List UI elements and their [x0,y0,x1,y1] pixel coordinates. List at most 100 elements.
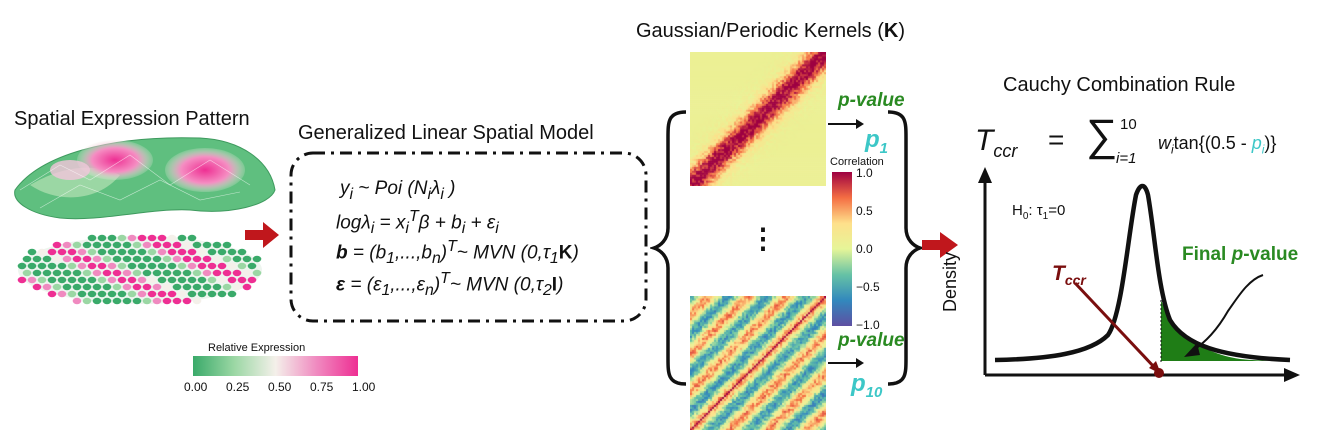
expression-spot [47,290,57,298]
expression-spot [142,255,152,263]
expression-spot [222,269,232,277]
expression-spot [117,234,127,242]
expression-spot [167,262,177,270]
expression-spot [207,276,217,284]
expression-spot [217,248,227,256]
expression-spot [22,269,32,277]
correlation-legend-title: Correlation [830,156,884,168]
expression-spot [117,262,127,270]
expression-spot [197,262,207,270]
expression-spot [127,290,137,298]
expression-spot [112,241,122,249]
expression-spot [222,255,232,263]
expression-spot [117,290,127,298]
expression-spot [67,262,77,270]
expression-spot [107,248,117,256]
expression-spot [32,269,42,277]
expression-spot [117,276,127,284]
cauchy-formula-lhs: Tccr [975,124,1018,161]
spatial-expression-title: Spatial Expression Pattern [14,108,250,130]
expression-spot [247,262,257,270]
expression-spot [157,262,167,270]
cauchy-formula-summand: witan{(0.5 - pi)} [1158,133,1277,157]
expression-spot [72,297,82,305]
expression-spot [172,297,182,305]
expression-spot [162,283,172,291]
expression-spot [152,255,162,263]
expression-spot [102,241,112,249]
pvalue-label-top: p-value [838,90,905,111]
expression-spot [172,241,182,249]
expression-spot [142,297,152,305]
correlation-colorbar [832,172,852,326]
expression-spot [197,248,207,256]
expression-spot [222,241,232,249]
model-line-3: b = (b1,...,bn)T~ MVN (0,τ1K) [336,238,579,268]
arrow-to-cauchy [922,232,958,258]
glsm-title: Generalized Linear Spatial Model [298,122,594,144]
model-line-2: logλi = xiTβ + bi + εi [336,208,499,238]
expression-spot [17,276,27,284]
expression-spot [147,276,157,284]
expression-spot [67,290,77,298]
expression-spot [87,262,97,270]
expression-spot [147,234,157,242]
expression-spot [77,290,87,298]
expression-spot [187,262,197,270]
expression-spot [147,248,157,256]
expression-spot [137,290,147,298]
kernel-heatmap-periodic [690,296,826,430]
expression-spot [117,248,127,256]
expression-spot [192,255,202,263]
expression-spot [177,290,187,298]
expression-spot [52,241,62,249]
expression-spot [57,262,67,270]
expression-spot [192,269,202,277]
expression-spot [182,255,192,263]
expression-spot [212,241,222,249]
expression-spot [97,276,107,284]
expression-spot [67,276,77,284]
expression-spot [212,269,222,277]
expression-spot [57,248,67,256]
expression-spot [227,276,237,284]
expression-spot [82,297,92,305]
expression-spot [132,255,142,263]
expression-spot [172,283,182,291]
expression-spot [87,290,97,298]
expression-spot [77,248,87,256]
expression-spot [187,234,197,242]
expression-spot [167,248,177,256]
expression-spot [157,276,167,284]
expression-spot [57,276,67,284]
expression-spot [137,262,147,270]
expression-spot [42,255,52,263]
expression-spot [77,262,87,270]
expression-spot [122,297,132,305]
expression-spot [107,234,117,242]
expression-spot [92,255,102,263]
expression-spot [192,297,202,305]
expression-tick-label: 1.00 [352,380,376,394]
arrow-to-p1 [828,119,864,129]
expression-spot [132,241,142,249]
expression-spot [232,255,242,263]
expression-spot [47,262,57,270]
expression-spot [227,248,237,256]
expression-spot [82,269,92,277]
expression-spot [207,248,217,256]
p10-label: p10 [851,370,883,401]
correlation-tick-label: 0.5 [856,204,873,218]
expression-spot [182,269,192,277]
expression-spot [192,241,202,249]
expression-spot [62,269,72,277]
expression-spot [212,283,222,291]
model-line-4: ε = (ε1,...,εn)T~ MVN (0,τ2I) [336,270,564,300]
expression-spot [152,283,162,291]
expression-spot [72,283,82,291]
expression-spot [92,269,102,277]
expression-spot [27,248,37,256]
model-box [289,151,648,323]
expression-spot [202,241,212,249]
expression-spot [72,241,82,249]
